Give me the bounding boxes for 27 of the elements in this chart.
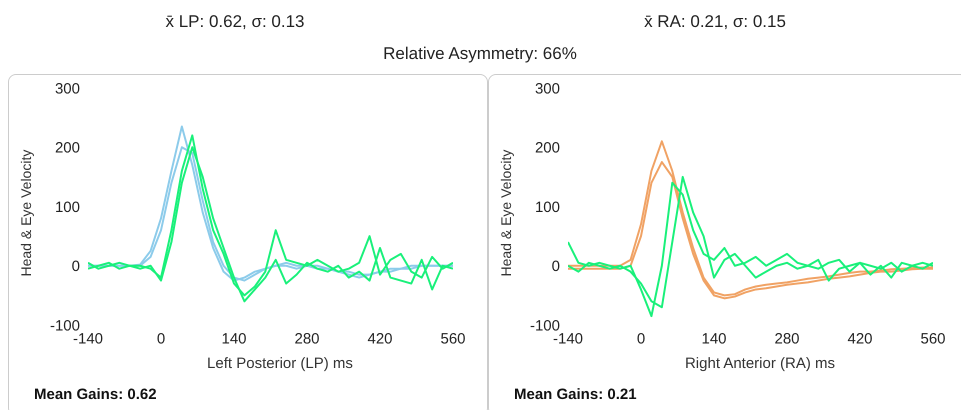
y-tick-label: 300 xyxy=(534,80,560,98)
y-axis-title: Head & Eye Velocity xyxy=(18,150,34,276)
chart-title: x̄ LP: 0.62, σ: 0.13 xyxy=(164,12,306,32)
x-axis-title: Left Posterior (LP) ms xyxy=(206,355,354,372)
text: Mean Gains: 0.62 xyxy=(34,386,157,403)
x-tick-label: 0 xyxy=(156,330,166,348)
x-tick-label: 420 xyxy=(847,330,873,348)
text: Mean Gains: 0.21 xyxy=(514,386,637,403)
x-tick-label: 140 xyxy=(701,330,727,348)
y-tick-label: 0 xyxy=(552,258,560,276)
x-tick-label: 280 xyxy=(774,330,800,348)
x-tick-label: 560 xyxy=(920,330,946,348)
x-tick-label: 140 xyxy=(221,330,247,348)
text: Relative Asymmetry: 66% xyxy=(382,44,578,64)
y-tick-label: 200 xyxy=(54,140,80,157)
y-axis-title: Head & Eye Velocity xyxy=(498,150,514,276)
x-tick-label: 280 xyxy=(294,330,320,348)
x-axis-title: Right Anterior (RA) ms xyxy=(684,355,836,372)
y-tick-label: 200 xyxy=(534,140,560,157)
y-tick-label: 100 xyxy=(54,198,80,216)
y-tick-label: 300 xyxy=(54,80,80,98)
x-tick-label: 560 xyxy=(440,330,466,348)
x-tick-label: 420 xyxy=(367,330,393,348)
chart-title: x̄ RA: 0.21, σ: 0.15 xyxy=(643,12,787,32)
y-tick-label: 100 xyxy=(534,198,560,216)
x-tick-label: 0 xyxy=(636,330,646,348)
y-tick-label: 0 xyxy=(72,258,80,276)
